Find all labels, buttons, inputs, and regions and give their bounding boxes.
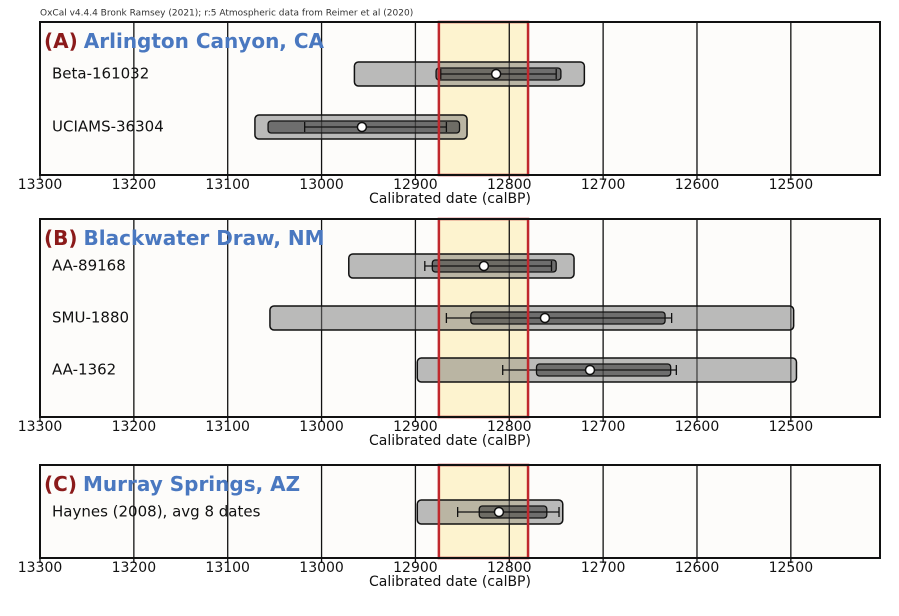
plot-frame	[39, 464, 881, 559]
highlight-band	[438, 22, 529, 175]
header: OxCal v4.4.4 Bronk Ramsey (2021); r:5 At…	[40, 9, 413, 19]
sample-label: AA-1362	[52, 361, 116, 379]
x-tick-label: 13200	[112, 419, 157, 435]
sample-label: AA-89168	[52, 257, 126, 275]
x-tick-label: 12800	[487, 560, 532, 576]
plot-frame	[39, 21, 881, 176]
x-tick-label: 13100	[205, 419, 250, 435]
x-tick-label: 13100	[205, 560, 250, 576]
x-tick-label: 13300	[18, 177, 63, 193]
x-tick-label: 13200	[112, 177, 157, 193]
panel-title: (B) Blackwater Draw, NM	[44, 226, 325, 250]
sample-label: UCIAMS-36304	[52, 118, 164, 136]
x-tick-label: 12700	[581, 419, 626, 435]
x-axis-label: Calibrated date (calBP)	[369, 574, 531, 590]
panel-label: (C)	[44, 472, 77, 496]
median-point	[584, 364, 596, 376]
median-point	[490, 68, 502, 80]
median-point	[493, 506, 505, 518]
sample-label: Haynes (2008), avg 8 dates	[52, 503, 261, 521]
sample-label: SMU-1880	[52, 309, 129, 327]
error-bar	[304, 122, 448, 132]
x-axis-label: Calibrated date (calBP)	[369, 433, 531, 449]
x-axis-label: Calibrated date (calBP)	[369, 191, 531, 207]
x-tick-label: 12500	[769, 419, 814, 435]
x-tick-label: 12800	[487, 419, 532, 435]
plot-frame	[39, 218, 881, 418]
panel-name: Murray Springs, AZ	[83, 472, 300, 496]
x-tick-label: 13100	[205, 177, 250, 193]
x-tick-label: 13000	[299, 177, 344, 193]
x-tick-label: 13300	[18, 419, 63, 435]
x-tick-label: 12700	[581, 177, 626, 193]
median-point	[478, 260, 490, 272]
x-tick-label: 13000	[299, 560, 344, 576]
panel-title: (C) Murray Springs, AZ	[44, 472, 300, 496]
x-tick-label: 12900	[393, 419, 438, 435]
median-point	[356, 121, 368, 133]
x-tick-label: 12800	[487, 177, 532, 193]
panel-name: Blackwater Draw, NM	[84, 226, 325, 250]
error-bar	[445, 313, 673, 323]
error-bar	[457, 507, 560, 517]
x-tick-label: 12900	[393, 560, 438, 576]
sample-label: Beta-161032	[52, 65, 149, 83]
median-point	[539, 312, 551, 324]
x-tick-label: 12600	[675, 419, 720, 435]
x-tick-label: 12600	[675, 177, 720, 193]
x-tick-label: 12900	[393, 177, 438, 193]
x-tick-label: 12600	[675, 560, 720, 576]
panel-name: Arlington Canyon, CA	[84, 29, 325, 53]
x-tick-label: 13300	[18, 560, 63, 576]
x-tick-label: 13000	[299, 419, 344, 435]
x-tick-label: 12500	[769, 560, 814, 576]
x-tick-label: 12500	[769, 177, 814, 193]
panel-label: (B)	[44, 226, 78, 250]
panel-label: (A)	[44, 29, 78, 53]
x-tick-label: 13200	[112, 560, 157, 576]
x-tick-label: 12700	[581, 560, 626, 576]
panel-title: (A) Arlington Canyon, CA	[44, 29, 325, 53]
